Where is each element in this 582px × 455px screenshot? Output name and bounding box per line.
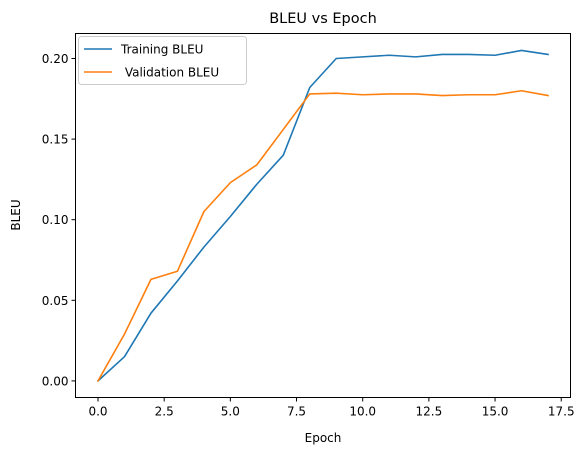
y-tick-label: 0.00 [42, 374, 69, 388]
y-tick-label: 0.15 [42, 133, 69, 147]
x-tick-label: 7.5 [287, 405, 306, 419]
legend-label-training: Training BLEU [120, 43, 203, 57]
x-axis-label: Epoch [305, 431, 342, 445]
x-tick-label: 15.0 [482, 405, 509, 419]
legend: Training BLEU Validation BLEU [78, 36, 247, 85]
series-line-training [96, 49, 549, 383]
x-tick-label: 2.5 [155, 405, 174, 419]
y-tick-label: 0.20 [42, 52, 69, 66]
legend-label-validation: Validation BLEU [121, 66, 219, 80]
x-axis: 0.0 2.5 5.0 7.5 10.0 12.5 15.0 17.5 [88, 397, 575, 419]
series-line-validation [96, 89, 549, 382]
chart-title: BLEU vs Epoch [269, 11, 377, 27]
series-lines [96, 49, 549, 383]
x-tick-label: 10.0 [349, 405, 376, 419]
x-tick-label: 17.5 [548, 405, 575, 419]
y-axis: 0.00 0.05 0.10 0.15 0.20 [42, 52, 76, 388]
plot-area: 0.0 2.5 5.0 7.5 10.0 12.5 15.0 17.5 0.00 0.05 0.1… [42, 33, 575, 419]
y-axis-label: BLEU [9, 199, 23, 230]
plot-frame [75, 33, 571, 398]
x-tick-label: 0.0 [88, 405, 107, 419]
y-tick-label: 0.10 [42, 213, 69, 227]
legend-box [78, 36, 247, 85]
x-tick-label: 5.0 [221, 405, 240, 419]
y-tick-label: 0.05 [42, 294, 69, 308]
x-tick-label: 12.5 [416, 405, 443, 419]
